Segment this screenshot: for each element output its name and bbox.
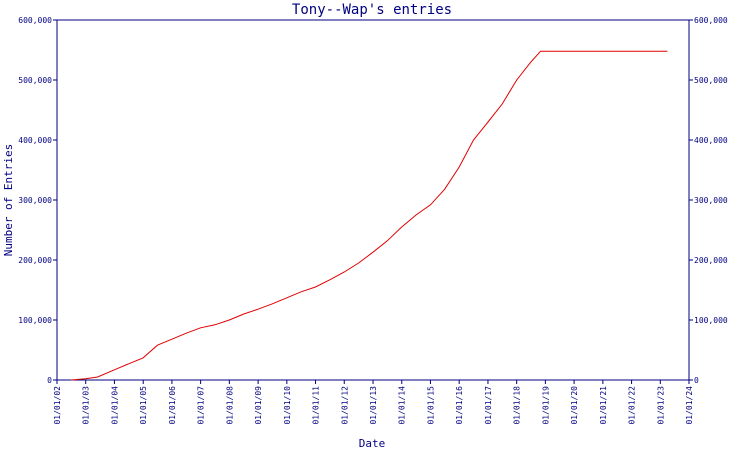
y-tick-label-left: 500,000 <box>18 76 52 85</box>
x-tick-label: 01/01/21 <box>599 386 608 425</box>
x-axis-title: Date <box>359 437 386 450</box>
x-tick-label: 01/01/06 <box>168 386 177 425</box>
x-tick-label: 01/01/03 <box>82 386 91 425</box>
plot-frame <box>56 19 690 381</box>
x-tick-label: 01/01/13 <box>369 386 378 425</box>
x-tick-label: 01/01/02 <box>53 386 62 425</box>
x-tick-label: 01/01/04 <box>110 386 119 425</box>
x-tick-label: 01/01/12 <box>340 386 349 425</box>
x-tick-label: 01/01/11 <box>312 386 321 425</box>
y-tick-label-right: 300,000 <box>694 196 728 205</box>
x-tick-label: 01/01/15 <box>426 386 435 425</box>
x-tick-label: 01/01/23 <box>656 386 665 425</box>
x-tick-label: 01/01/18 <box>513 386 522 425</box>
entries-line <box>71 50 668 381</box>
y-tick-label-left: 400,000 <box>18 136 52 145</box>
y-tick-label-right: 500,000 <box>694 76 728 85</box>
y-tick-label-right: 600,000 <box>694 16 728 25</box>
x-tick-label: 01/01/14 <box>398 386 407 425</box>
y-axis-title: Number of Entries <box>2 144 15 257</box>
y-axis-ticks: 0 0 100,000 100,000 200,000 200,000 300,000 300… <box>18 16 728 385</box>
y-tick-label-left: 200,000 <box>18 256 52 265</box>
x-tick-label: 01/01/05 <box>139 386 148 425</box>
y-tick-label-left: 0 <box>47 376 52 385</box>
chart-title: Tony--Wap's entries <box>292 2 452 18</box>
x-tick-label: 01/01/08 <box>225 386 234 425</box>
y-tick-label-left: 600,000 <box>18 16 52 25</box>
y-tick-label-left: 300,000 <box>18 196 52 205</box>
series-group <box>71 50 668 381</box>
y-tick-label-right: 400,000 <box>694 136 728 145</box>
x-tick-label: 01/01/22 <box>628 386 637 425</box>
y-tick-label-right: 100,000 <box>694 316 728 325</box>
x-tick-label: 01/01/16 <box>455 386 464 425</box>
y-tick-label-right: 0 <box>694 376 699 385</box>
x-axis-ticks: 01/01/02 01/01/03 01/01/04 01/01/05 01/01/06… <box>53 380 694 425</box>
x-tick-label: 01/01/19 <box>541 386 550 425</box>
y-tick-label-right: 200,000 <box>694 256 728 265</box>
x-tick-label: 01/01/07 <box>197 386 206 425</box>
x-tick-label: 01/01/24 <box>685 386 694 425</box>
x-tick-label: 01/01/20 <box>570 386 579 425</box>
y-tick-label-left: 100,000 <box>18 316 52 325</box>
x-tick-label: 01/01/09 <box>254 386 263 425</box>
x-tick-label: 01/01/17 <box>484 386 493 425</box>
x-tick-label: 01/01/10 <box>283 386 292 425</box>
